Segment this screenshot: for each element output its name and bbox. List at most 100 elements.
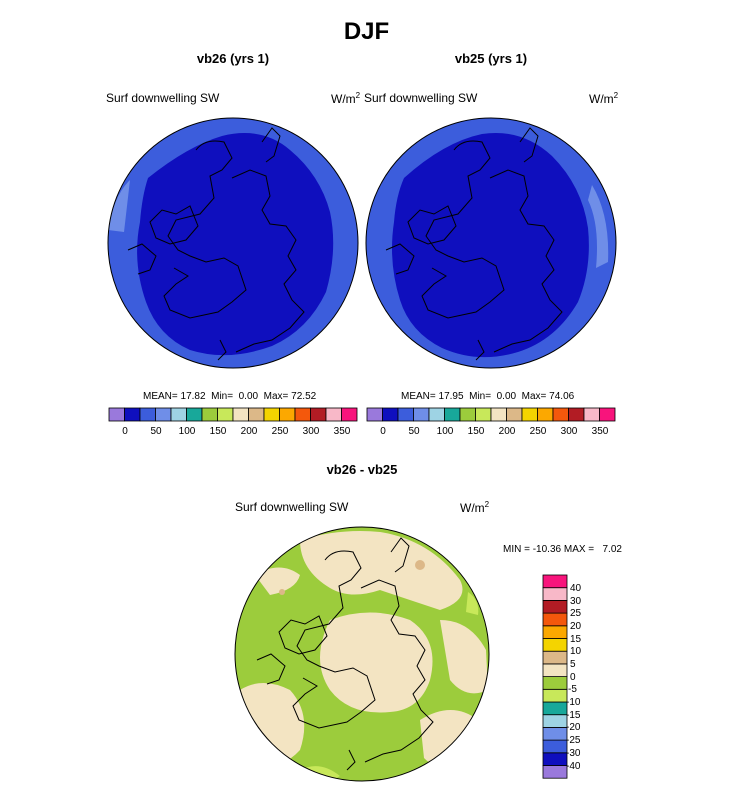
- panel3-stats: MIN = -10.36 MAX = 7.02: [503, 544, 622, 555]
- cb1-tick: 350: [333, 426, 351, 437]
- map2-boundary: [365, 117, 617, 369]
- colorbar-swatch: [542, 714, 568, 728]
- panel2-units-label: W/m2: [589, 91, 619, 106]
- colorbar-swatch: [413, 407, 430, 422]
- panel1-title: vb26 (yrs 1): [196, 51, 270, 66]
- colorbar-swatch: [279, 407, 296, 422]
- map2-core-field: [392, 132, 589, 358]
- cb2-tick: 150: [467, 426, 485, 437]
- panel1-stats: MEAN= 17.82 Min= 0.00 Max= 72.52: [143, 391, 317, 402]
- colorbar-swatch: [124, 407, 141, 422]
- colorbar-swatch: [108, 407, 125, 422]
- colorbar-swatch: [170, 407, 187, 422]
- panel3-units-label: W/m2: [460, 500, 490, 515]
- colorbar-swatch: [542, 650, 568, 665]
- colorbar-swatch: [310, 407, 327, 422]
- map1-core-field: [137, 133, 334, 356]
- colorbar-swatch: [217, 407, 234, 422]
- map3-tan-region: [255, 567, 300, 595]
- colorbar-swatch: [325, 407, 342, 422]
- cb2-tick: 0: [380, 426, 386, 437]
- map3-brown-spot: [279, 589, 285, 595]
- panel2-variable-label: Surf downwelling SW: [364, 91, 478, 105]
- colorbar-swatch: [542, 688, 568, 703]
- panel3-title: vb26 - vb25: [326, 462, 398, 477]
- colorbar-swatch: [542, 663, 568, 678]
- panel2-stats: MEAN= 17.95 Min= 0.00 Max= 74.06: [401, 391, 575, 402]
- cb3-tick: 10: [570, 646, 582, 657]
- map3-tan-region: [320, 612, 433, 713]
- panel1-variable-label: Surf downwelling SW: [106, 91, 220, 105]
- map3-boundary: [234, 526, 490, 782]
- cb2-tick: 200: [498, 426, 516, 437]
- colorbar-swatch: [542, 752, 568, 766]
- cb3-tick: -20: [566, 722, 581, 733]
- colorbar-swatch: [542, 574, 568, 589]
- colorbar-swatch: [341, 407, 358, 422]
- map3-brown-spot: [415, 560, 425, 570]
- colorbar-panel1: [108, 407, 358, 422]
- colorbar-swatch: [263, 407, 280, 422]
- colorbar-swatch: [201, 407, 218, 422]
- cb3-tick: -15: [566, 710, 581, 721]
- colorbar-panel2: [366, 407, 616, 422]
- page-title: DJF: [343, 18, 390, 45]
- colorbar-swatch: [506, 407, 523, 422]
- colorbar-swatch: [542, 625, 568, 639]
- cb3-tick: 20: [570, 621, 582, 632]
- colorbar-swatch: [542, 612, 568, 627]
- cb1-tick: 50: [150, 426, 162, 437]
- colorbar-swatch: [475, 407, 492, 422]
- cb1-tick: 200: [240, 426, 258, 437]
- colorbar-swatch: [542, 701, 568, 716]
- cb3-tick: 30: [570, 596, 582, 607]
- map3-polar-plot: [234, 526, 490, 782]
- panel2-title: vb25 (yrs 1): [454, 51, 528, 66]
- cb3-tick: -40: [566, 761, 581, 772]
- colorbar-swatch: [186, 407, 203, 422]
- colorbar-swatch: [248, 407, 265, 422]
- cb2-tick: 250: [529, 426, 547, 437]
- colorbar-swatch: [521, 407, 538, 422]
- colorbar-swatch: [428, 407, 445, 422]
- map2-light-patch: [588, 185, 609, 268]
- map1-boundary: [107, 117, 359, 369]
- map2-coastlines: [385, 127, 563, 361]
- cb3-tick: 15: [570, 634, 582, 645]
- map1-light-patch: [108, 180, 130, 232]
- panel3-variable-label: Surf downwelling SW: [235, 500, 349, 514]
- colorbar-panel3: [542, 574, 568, 779]
- colorbar-swatch: [139, 407, 156, 422]
- colorbar-swatch: [490, 407, 507, 422]
- map3-coastlines: [256, 537, 434, 771]
- colorbar-swatch: [542, 739, 568, 754]
- colorbar-swatch: [366, 407, 383, 422]
- cb3-tick: 40: [570, 583, 582, 594]
- colorbar-swatch: [232, 407, 249, 422]
- map3-tan-region: [440, 620, 488, 694]
- colorbar-swatch: [382, 407, 399, 422]
- cb3-tick: -5: [568, 684, 577, 695]
- colorbar-swatch: [459, 407, 476, 422]
- colorbar-swatch: [583, 407, 600, 422]
- colorbar-swatch: [542, 600, 568, 614]
- colorbar-swatch: [542, 727, 568, 741]
- colorbar-swatch: [155, 407, 172, 422]
- colorbar-swatch: [537, 407, 554, 422]
- colorbar-swatch: [542, 676, 568, 690]
- cb3-tick: 25: [570, 608, 582, 619]
- colorbar-swatch: [552, 407, 569, 422]
- colorbar-swatch: [444, 407, 461, 422]
- map1-coastlines: [127, 127, 305, 361]
- map1-polar-plot: [107, 117, 359, 369]
- colorbar-swatch: [397, 407, 414, 422]
- cb1-tick: 0: [122, 426, 128, 437]
- cb3-tick: 5: [570, 659, 576, 670]
- cb1-tick: 300: [302, 426, 320, 437]
- cb3-tick: -10: [566, 697, 581, 708]
- colorbar-swatch: [542, 587, 568, 601]
- colorbar-swatch: [542, 765, 568, 779]
- map2-polar-plot: [365, 117, 617, 369]
- cb2-tick: 50: [408, 426, 420, 437]
